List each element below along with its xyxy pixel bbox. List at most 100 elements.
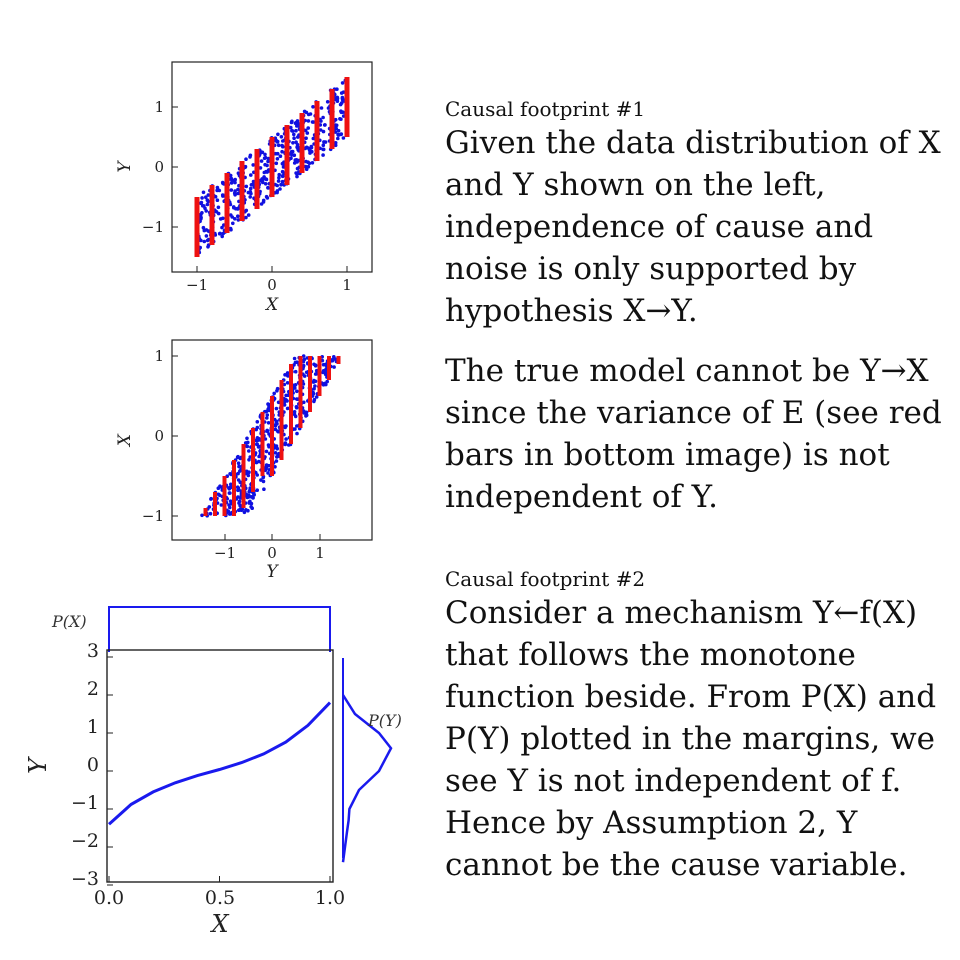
plot1-point	[199, 200, 204, 205]
plot1: −1 0 1 1 0 −1 X Y	[115, 61, 373, 315]
plot1-point	[341, 136, 346, 140]
footprint2-heading: Causal footprint #2	[445, 567, 646, 591]
plot1-point	[221, 216, 225, 221]
plot2-point	[245, 436, 249, 441]
plot1-point	[206, 193, 211, 197]
plot2-point	[217, 493, 222, 498]
plot1-point	[321, 143, 326, 147]
plot3-xtick-2: 1.0	[315, 887, 345, 909]
plot1-point	[261, 177, 265, 182]
plot1-point	[251, 163, 255, 167]
plot2-bars	[203, 356, 341, 516]
plot2-point	[264, 449, 269, 454]
plot1-point	[263, 182, 268, 186]
plot1-point	[311, 105, 315, 109]
plot1-point	[273, 151, 278, 156]
plot1-point	[278, 154, 283, 158]
plot1-point	[305, 131, 310, 135]
plot2-point	[209, 497, 213, 501]
plot2-point	[266, 421, 271, 425]
plot2-point	[247, 449, 251, 453]
plot2-xtick-2: 1	[315, 544, 325, 562]
plot1-point	[233, 180, 237, 185]
plot1-point	[230, 215, 234, 219]
plot2-point	[251, 495, 255, 500]
plot1-point	[325, 100, 330, 104]
plot1-point	[306, 112, 311, 117]
plot2-point	[255, 420, 260, 424]
plot1-ytick-0: 1	[154, 98, 164, 116]
plot1-point	[231, 221, 235, 226]
plot1-point	[202, 239, 207, 244]
plot3-xtick-0: 0.0	[94, 887, 124, 909]
plot2-point	[313, 384, 317, 388]
plot2-point	[228, 472, 232, 476]
plot1-point	[290, 153, 294, 157]
plot1-point	[204, 234, 209, 238]
plot1-point	[336, 136, 340, 141]
plot1-point	[277, 175, 281, 180]
plot1-ticks	[172, 106, 348, 272]
plot1-point	[233, 177, 237, 182]
plot1-point	[290, 129, 295, 133]
plot1-point	[206, 245, 210, 249]
plot3-xlabel: X	[209, 910, 229, 938]
plot1-ytick-2: −1	[142, 218, 164, 236]
plot1-point	[304, 159, 308, 164]
plot1-point	[248, 186, 253, 191]
plot2-point	[237, 488, 241, 492]
plot1-point	[229, 176, 234, 181]
plot1-point	[306, 119, 311, 123]
plot2-point	[285, 399, 289, 403]
plot2-point	[302, 357, 307, 362]
plot2-point	[254, 438, 259, 443]
plot1-point	[236, 191, 240, 196]
mechanism-curve	[107, 701, 332, 826]
plot1-point	[319, 119, 323, 123]
plot2-xlabel: Y	[266, 562, 279, 582]
plot1-point	[275, 183, 280, 188]
plot3-ytick-4: −1	[71, 792, 99, 814]
plot1-point	[338, 102, 343, 107]
plot1-point	[217, 231, 222, 236]
plot1-point	[333, 143, 338, 148]
plot2-point	[208, 511, 213, 516]
plot1-point	[291, 141, 295, 145]
plot2-point	[273, 451, 278, 455]
plot1-point	[204, 195, 208, 199]
plot2-point	[312, 397, 317, 402]
plot2-point	[304, 410, 309, 415]
plot2-point	[235, 485, 240, 490]
plot1-point	[229, 227, 233, 232]
plot1-point	[289, 120, 294, 125]
plot2-point	[286, 374, 290, 378]
plot1-point	[199, 238, 203, 243]
plot1-point	[340, 81, 345, 85]
plot1-point	[264, 169, 268, 174]
plot1-point	[276, 143, 281, 148]
plot2-point	[245, 444, 249, 449]
plot1-point	[263, 162, 267, 167]
plot1-point	[266, 156, 271, 161]
plot1-point	[205, 198, 210, 202]
plot1-point	[307, 148, 312, 152]
plot2-point	[301, 354, 306, 358]
plot1-point	[290, 149, 295, 154]
plot1-point	[304, 110, 309, 115]
plot1-point	[321, 147, 325, 152]
plot1-point	[250, 182, 255, 187]
plot2-point	[238, 480, 242, 485]
plot2-point	[304, 414, 308, 418]
plot2-point	[292, 410, 297, 414]
plot2-point	[295, 389, 299, 394]
plot2-point	[331, 357, 336, 361]
plot1-point	[294, 120, 299, 125]
plot2-point	[285, 406, 290, 411]
plot1-point	[246, 190, 251, 195]
plot3-xtick-1: 0.5	[205, 887, 235, 909]
plot2-point	[301, 409, 306, 413]
plot2-point	[265, 429, 270, 434]
plot1-point	[280, 174, 285, 179]
plot1-point	[261, 180, 265, 185]
plot1-point	[266, 186, 271, 190]
